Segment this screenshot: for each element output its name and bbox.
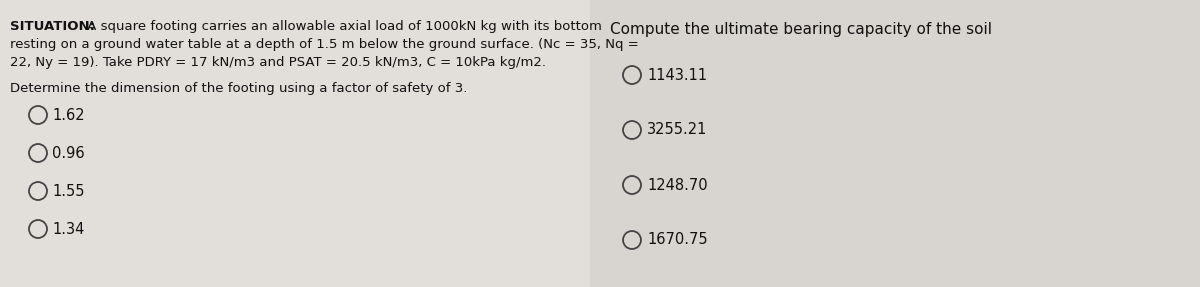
- Text: Determine the dimension of the footing using a factor of safety of 3.: Determine the dimension of the footing u…: [10, 82, 467, 95]
- Text: A square footing carries an allowable axial load of 1000kN kg with its bottom: A square footing carries an allowable ax…: [83, 20, 602, 33]
- Text: 1.62: 1.62: [52, 108, 85, 123]
- Text: 1670.75: 1670.75: [647, 232, 708, 247]
- Bar: [590, 0, 1200, 287]
- Text: 1143.11: 1143.11: [647, 67, 707, 82]
- Text: 1248.70: 1248.70: [647, 177, 708, 193]
- Text: Compute the ultimate bearing capacity of the soil: Compute the ultimate bearing capacity of…: [610, 22, 992, 37]
- Text: 1.55: 1.55: [52, 183, 84, 199]
- Bar: [0, 0, 590, 287]
- Text: 1.34: 1.34: [52, 222, 84, 236]
- Text: 0.96: 0.96: [52, 146, 85, 160]
- Text: resting on a ground water table at a depth of 1.5 m below the ground surface. (N: resting on a ground water table at a dep…: [10, 38, 638, 51]
- Text: SITUATION:: SITUATION:: [10, 20, 95, 33]
- Text: 3255.21: 3255.21: [647, 123, 707, 137]
- Text: 22, Ny = 19). Take PDRY = 17 kN/m3 and PSAT = 20.5 kN/m3, C = 10kPa kg/m2.: 22, Ny = 19). Take PDRY = 17 kN/m3 and P…: [10, 56, 546, 69]
